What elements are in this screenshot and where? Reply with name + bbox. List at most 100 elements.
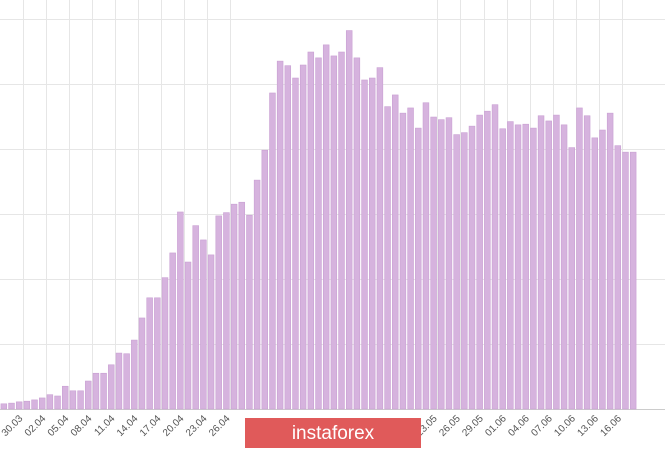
- bar: [269, 92, 276, 410]
- bar: [445, 117, 453, 410]
- bar: [62, 385, 69, 410]
- bar: [307, 51, 315, 410]
- bar: [261, 149, 268, 410]
- bar: [200, 239, 207, 410]
- bar: [399, 112, 407, 410]
- bar: [223, 212, 230, 410]
- bar: [507, 121, 514, 410]
- bar: [100, 372, 107, 410]
- bar: [629, 151, 637, 410]
- bar: [514, 124, 522, 410]
- bar: [85, 380, 92, 410]
- watermark-text: instaforex: [292, 423, 375, 444]
- bar: [46, 394, 54, 410]
- x-tick-label: 01.06: [483, 413, 509, 439]
- bar: [192, 225, 199, 410]
- x-tick-label: 23.04: [184, 413, 210, 439]
- bar: [131, 339, 138, 410]
- bar: [606, 112, 614, 410]
- bar: [161, 277, 169, 410]
- bar: [230, 203, 238, 410]
- bar: [491, 104, 499, 410]
- bar: [169, 252, 176, 410]
- bar: [215, 215, 222, 410]
- bar: [146, 297, 153, 410]
- x-tick-label: 05.04: [46, 413, 72, 439]
- bar: [622, 151, 629, 410]
- bar: [499, 128, 506, 410]
- bar: [530, 127, 537, 410]
- bar: [299, 64, 307, 410]
- bar: [361, 79, 368, 410]
- bar: [468, 125, 476, 410]
- bars: [0, 30, 637, 410]
- bar: [207, 254, 215, 410]
- bar: [77, 390, 84, 410]
- bar: [345, 30, 353, 410]
- bar: [438, 119, 445, 410]
- bar: [138, 317, 146, 410]
- bar: [599, 129, 606, 410]
- bar: [583, 115, 591, 410]
- x-tick-label: 07.06: [529, 413, 555, 439]
- bar: [407, 107, 414, 410]
- x-tick-label: 13.06: [575, 413, 601, 439]
- x-tick-label: 29.05: [460, 413, 486, 439]
- bar: [38, 397, 46, 410]
- x-tick-label: 14.04: [115, 413, 141, 439]
- bar: [591, 137, 599, 410]
- bar: [23, 400, 31, 410]
- bar: [322, 44, 330, 410]
- bar: [69, 390, 77, 410]
- x-tick-label: 26.05: [437, 413, 463, 439]
- x-tick-label: 04.06: [506, 413, 532, 439]
- bar: [353, 57, 361, 410]
- watermark-banner: [245, 418, 421, 448]
- bar: [108, 364, 115, 410]
- x-tick-label: 26.04: [207, 413, 233, 439]
- bar: [415, 127, 422, 410]
- bar: [576, 107, 583, 410]
- bar: [330, 55, 338, 410]
- bar: [15, 401, 23, 410]
- x-tick-label: 02.04: [23, 413, 49, 439]
- bar: [369, 77, 376, 410]
- bar: [8, 402, 15, 410]
- bar: [537, 115, 545, 410]
- bar: [238, 201, 245, 410]
- bar: [392, 94, 399, 410]
- bar: [276, 60, 284, 410]
- bar: [31, 399, 38, 410]
- bar: [384, 106, 391, 410]
- bar: [522, 123, 529, 410]
- bar: [177, 211, 184, 410]
- bar: [376, 67, 384, 410]
- bar: [246, 214, 253, 410]
- bar: [476, 114, 483, 410]
- bar: [553, 114, 560, 410]
- bar: [422, 102, 430, 410]
- bar: [292, 77, 299, 410]
- x-tick-label: 11.04: [92, 413, 117, 438]
- bar: [54, 395, 61, 410]
- bar: [461, 132, 468, 410]
- bar: [453, 134, 460, 410]
- bar: [484, 110, 491, 410]
- bar: [545, 120, 552, 410]
- bar: [154, 297, 161, 410]
- x-tick-label: 10.06: [552, 413, 578, 439]
- x-tick-label: 20.04: [161, 413, 187, 439]
- x-tick-label: 16.06: [598, 413, 624, 439]
- bar: [123, 353, 130, 410]
- bar: [92, 372, 100, 410]
- x-tick-label: 17.04: [138, 413, 164, 439]
- bar: [338, 51, 345, 410]
- bar: [430, 116, 437, 410]
- bar: [315, 57, 322, 410]
- bar: [253, 179, 261, 410]
- bar: [284, 65, 292, 410]
- bar: [568, 147, 575, 410]
- bar: [115, 352, 123, 410]
- bar: [614, 145, 622, 410]
